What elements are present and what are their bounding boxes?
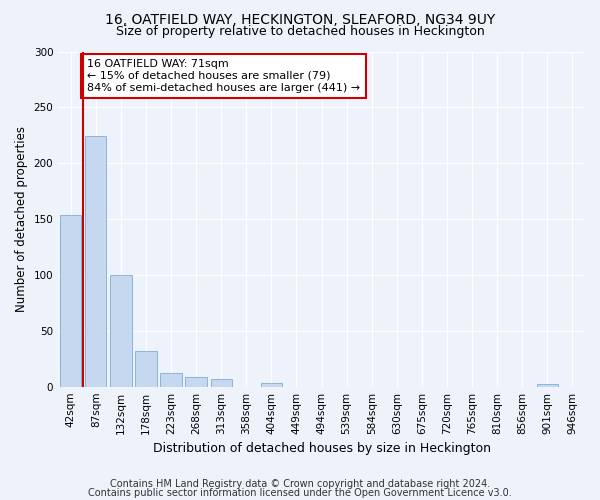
Bar <box>160 374 182 386</box>
Bar <box>261 384 282 386</box>
Bar <box>136 351 157 386</box>
X-axis label: Distribution of detached houses by size in Heckington: Distribution of detached houses by size … <box>152 442 491 455</box>
Bar <box>211 379 232 386</box>
Bar <box>85 136 106 386</box>
Bar <box>110 275 131 386</box>
Y-axis label: Number of detached properties: Number of detached properties <box>15 126 28 312</box>
Text: Contains public sector information licensed under the Open Government Licence v3: Contains public sector information licen… <box>88 488 512 498</box>
Text: Contains HM Land Registry data © Crown copyright and database right 2024.: Contains HM Land Registry data © Crown c… <box>110 479 490 489</box>
Bar <box>60 214 82 386</box>
Text: 16, OATFIELD WAY, HECKINGTON, SLEAFORD, NG34 9UY: 16, OATFIELD WAY, HECKINGTON, SLEAFORD, … <box>105 12 495 26</box>
Bar <box>537 384 558 386</box>
Text: Size of property relative to detached houses in Heckington: Size of property relative to detached ho… <box>116 25 484 38</box>
Bar <box>185 376 207 386</box>
Text: 16 OATFIELD WAY: 71sqm
← 15% of detached houses are smaller (79)
84% of semi-det: 16 OATFIELD WAY: 71sqm ← 15% of detached… <box>87 60 360 92</box>
